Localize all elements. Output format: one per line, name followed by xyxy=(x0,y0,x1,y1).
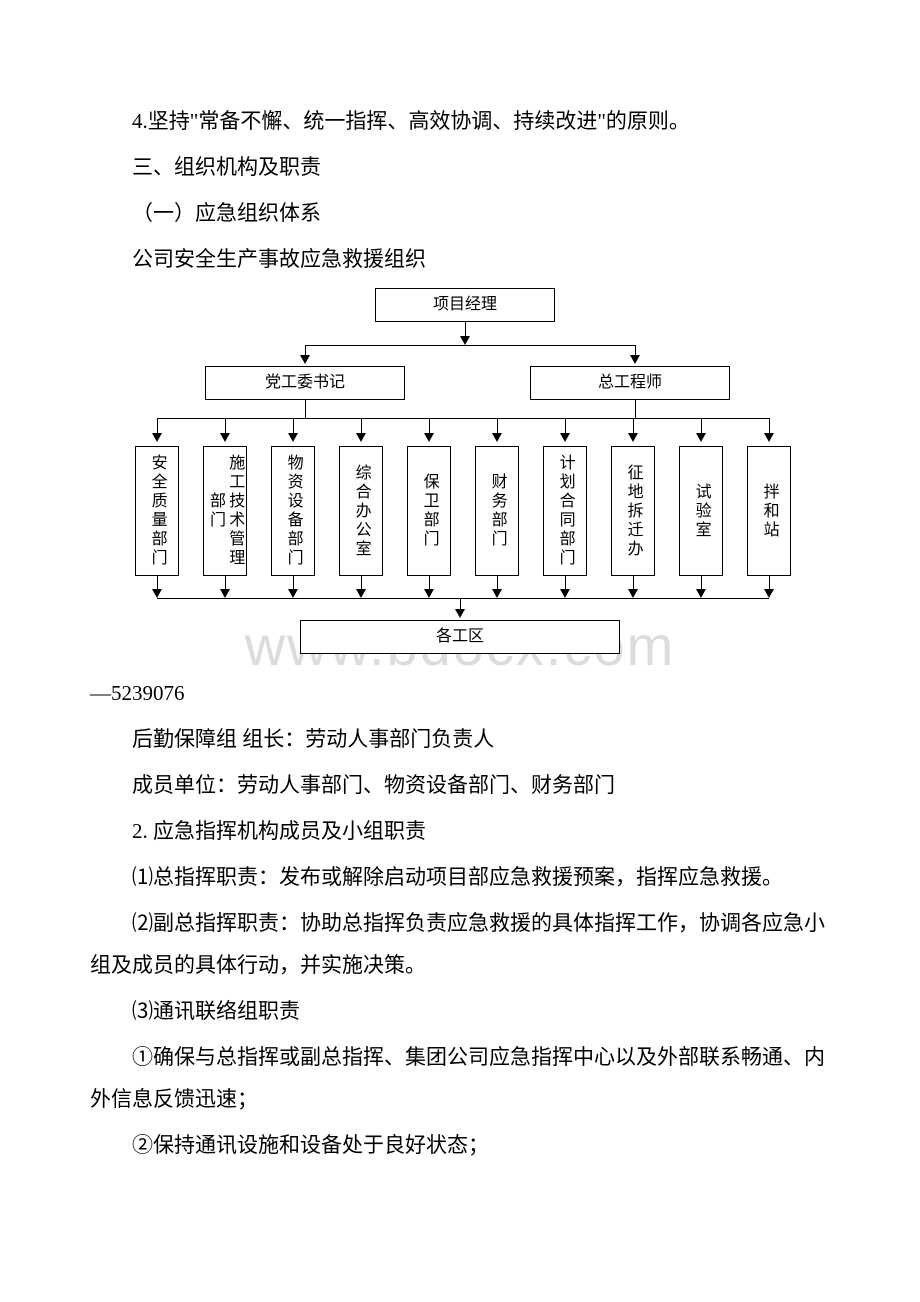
arrow-down-icon xyxy=(152,433,162,442)
node-dept: 物资设备部门 xyxy=(271,446,315,576)
connector xyxy=(769,576,770,590)
body-paragraph: ⑶通讯联络组职责 xyxy=(90,990,830,1032)
arrow-down-icon xyxy=(764,433,774,442)
arrow-down-icon xyxy=(560,589,570,598)
connector xyxy=(361,576,362,590)
arrow-down-icon xyxy=(492,433,502,442)
arrow-down-icon xyxy=(288,433,298,442)
arrow-down-icon xyxy=(460,336,470,345)
body-paragraph: 2. 应急指挥机构成员及小组职责 xyxy=(90,810,830,852)
connector xyxy=(361,418,362,434)
connector xyxy=(565,576,566,590)
connector xyxy=(225,576,226,590)
node-project-manager: 项目经理 xyxy=(375,288,555,322)
arrow-down-icon xyxy=(455,609,465,618)
body-paragraph: ①确保与总指挥或副总指挥、集团公司应急指挥中心以及外部联系畅通、内外信息反馈迅速… xyxy=(90,1036,830,1120)
connector xyxy=(293,418,294,434)
connector xyxy=(769,418,770,434)
connector xyxy=(305,400,306,418)
body-paragraph: ⑴总指挥职责：发布或解除启动项目部应急救援预案，指挥应急救援。 xyxy=(90,856,830,898)
node-dept: 拌和站 xyxy=(747,446,791,576)
node-dept: 保卫部门 xyxy=(407,446,451,576)
node-dept: 综合办公室 xyxy=(339,446,383,576)
node-party-secretary: 党工委书记 xyxy=(205,366,405,400)
node-dept: 试验室 xyxy=(679,446,723,576)
node-dept: 安全质量部门 xyxy=(135,446,179,576)
body-paragraph: 公司安全生产事故应急救援组织 xyxy=(90,238,830,280)
arrow-down-icon xyxy=(560,433,570,442)
arrow-down-icon xyxy=(424,589,434,598)
arrow-down-icon xyxy=(630,355,640,364)
connector xyxy=(157,598,769,599)
node-dept: 财务部门 xyxy=(475,446,519,576)
connector xyxy=(293,576,294,590)
node-dept: 征地拆迁办 xyxy=(611,446,655,576)
arrow-down-icon xyxy=(696,433,706,442)
arrow-down-icon xyxy=(356,433,366,442)
arrow-down-icon xyxy=(764,589,774,598)
connector xyxy=(429,576,430,590)
arrow-down-icon xyxy=(220,433,230,442)
node-dept: 施工技术管理部门 xyxy=(203,446,247,576)
connector xyxy=(701,576,702,590)
body-paragraph: 4.坚持"常备不懈、统一指挥、高效协调、持续改进"的原则。 xyxy=(90,100,830,142)
connector xyxy=(633,418,634,434)
connector xyxy=(497,418,498,434)
connector xyxy=(157,576,158,590)
body-paragraph: 后勤保障组 组长：劳动人事部门负责人 xyxy=(90,718,830,760)
connector xyxy=(429,418,430,434)
connector xyxy=(305,345,635,346)
arrow-down-icon xyxy=(220,589,230,598)
arrow-down-icon xyxy=(356,589,366,598)
body-paragraph: （一）应急组织体系 xyxy=(90,192,830,234)
connector xyxy=(497,576,498,590)
arrow-down-icon xyxy=(300,355,310,364)
arrow-down-icon xyxy=(288,589,298,598)
arrow-down-icon xyxy=(152,589,162,598)
org-chart: 项目经理 党工委书记 总工程师 安全质量部门 施工技术管理部门 物资设备部门 xyxy=(110,288,810,658)
arrow-down-icon xyxy=(628,589,638,598)
node-work-zones: 各工区 xyxy=(300,620,620,654)
body-paragraph: ②保持通讯设施和设备处于良好状态； xyxy=(90,1124,830,1166)
connector xyxy=(565,418,566,434)
body-paragraph: 成员单位：劳动人事部门、物资设备部门、财务部门 xyxy=(90,764,830,806)
body-paragraph: ⑵副总指挥职责：协助总指挥负责应急救援的具体指挥工作，协调各应急小组及成员的具体… xyxy=(90,902,830,986)
connector xyxy=(633,576,634,590)
node-dept: 计划合同部门 xyxy=(543,446,587,576)
connector xyxy=(701,418,702,434)
connector xyxy=(635,400,636,418)
connector xyxy=(157,418,769,419)
arrow-down-icon xyxy=(492,589,502,598)
page-content: 4.坚持"常备不懈、统一指挥、高效协调、持续改进"的原则。 三、组织机构及职责 … xyxy=(90,100,830,1166)
arrow-down-icon xyxy=(696,589,706,598)
connector xyxy=(157,418,158,434)
body-paragraph: 三、组织机构及职责 xyxy=(90,146,830,188)
body-paragraph: —5239076 xyxy=(90,672,830,714)
arrow-down-icon xyxy=(424,433,434,442)
node-chief-engineer: 总工程师 xyxy=(530,366,730,400)
connector xyxy=(225,418,226,434)
arrow-down-icon xyxy=(628,433,638,442)
